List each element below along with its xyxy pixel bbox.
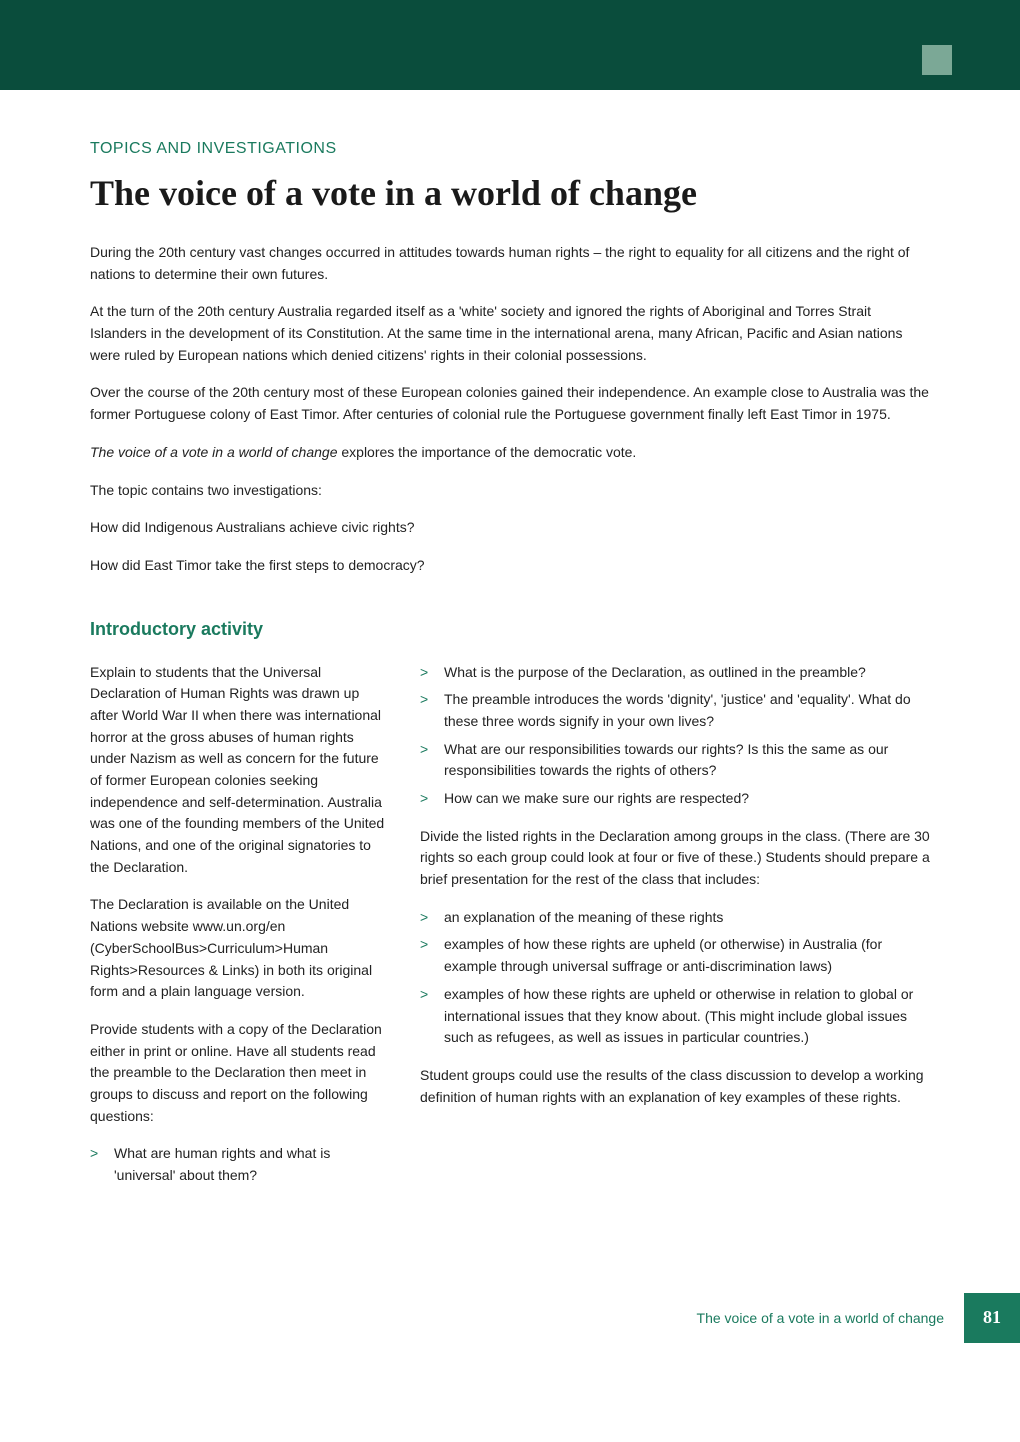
two-column-layout: Explain to students that the Universal D… — [90, 662, 930, 1203]
list-item: What is the purpose of the Declaration, … — [420, 662, 930, 684]
page-content: TOPICS AND INVESTIGATIONS The voice of a… — [0, 90, 1020, 1263]
page-footer: The voice of a vote in a world of change… — [0, 1263, 1020, 1373]
intro-paragraph: The voice of a vote in a world of change… — [90, 442, 930, 464]
intro-rest-span: explores the importance of the democrati… — [337, 444, 636, 460]
intro-paragraph: During the 20th century vast changes occ… — [90, 242, 930, 285]
list-item: How can we make sure our rights are resp… — [420, 788, 930, 810]
body-paragraph: Explain to students that the Universal D… — [90, 662, 390, 879]
body-paragraph: Provide students with a copy of the Decl… — [90, 1019, 390, 1127]
decor-block-left — [922, 45, 952, 75]
intro-paragraph: How did East Timor take the first steps … — [90, 555, 930, 577]
list-item: examples of how these rights are upheld … — [420, 984, 930, 1049]
body-paragraph: The Declaration is available on the Unit… — [90, 894, 390, 1002]
page-title: The voice of a vote in a world of change — [90, 172, 930, 214]
intro-paragraph: At the turn of the 20th century Australi… — [90, 301, 930, 366]
body-paragraph: Divide the listed rights in the Declarat… — [420, 826, 930, 891]
bullet-list: an explanation of the meaning of these r… — [420, 907, 930, 1049]
header-decor — [922, 45, 990, 75]
body-paragraph: Student groups could use the results of … — [420, 1065, 930, 1108]
decor-block-right — [960, 45, 990, 75]
intro-paragraph: The topic contains two investigations: — [90, 480, 930, 502]
list-item: What are human rights and what is 'unive… — [90, 1143, 390, 1186]
bullet-list: What is the purpose of the Declaration, … — [420, 662, 930, 810]
right-column: What is the purpose of the Declaration, … — [420, 662, 930, 1203]
list-item: examples of how these rights are upheld … — [420, 934, 930, 977]
overline: TOPICS AND INVESTIGATIONS — [90, 140, 930, 158]
bullet-list: What are human rights and what is 'unive… — [90, 1143, 390, 1186]
footer-text: The voice of a vote in a world of change — [697, 1310, 944, 1326]
list-item: What are our responsibilities towards ou… — [420, 739, 930, 782]
intro-paragraph: How did Indigenous Australians achieve c… — [90, 517, 930, 539]
section-heading: Introductory activity — [90, 619, 930, 640]
intro-italic-span: The voice of a vote in a world of change — [90, 444, 337, 460]
list-item: an explanation of the meaning of these r… — [420, 907, 930, 929]
list-item: The preamble introduces the words 'digni… — [420, 689, 930, 732]
header-band — [0, 0, 1020, 90]
page-number: 81 — [964, 1293, 1020, 1343]
left-column: Explain to students that the Universal D… — [90, 662, 390, 1203]
intro-paragraph: Over the course of the 20th century most… — [90, 382, 930, 425]
